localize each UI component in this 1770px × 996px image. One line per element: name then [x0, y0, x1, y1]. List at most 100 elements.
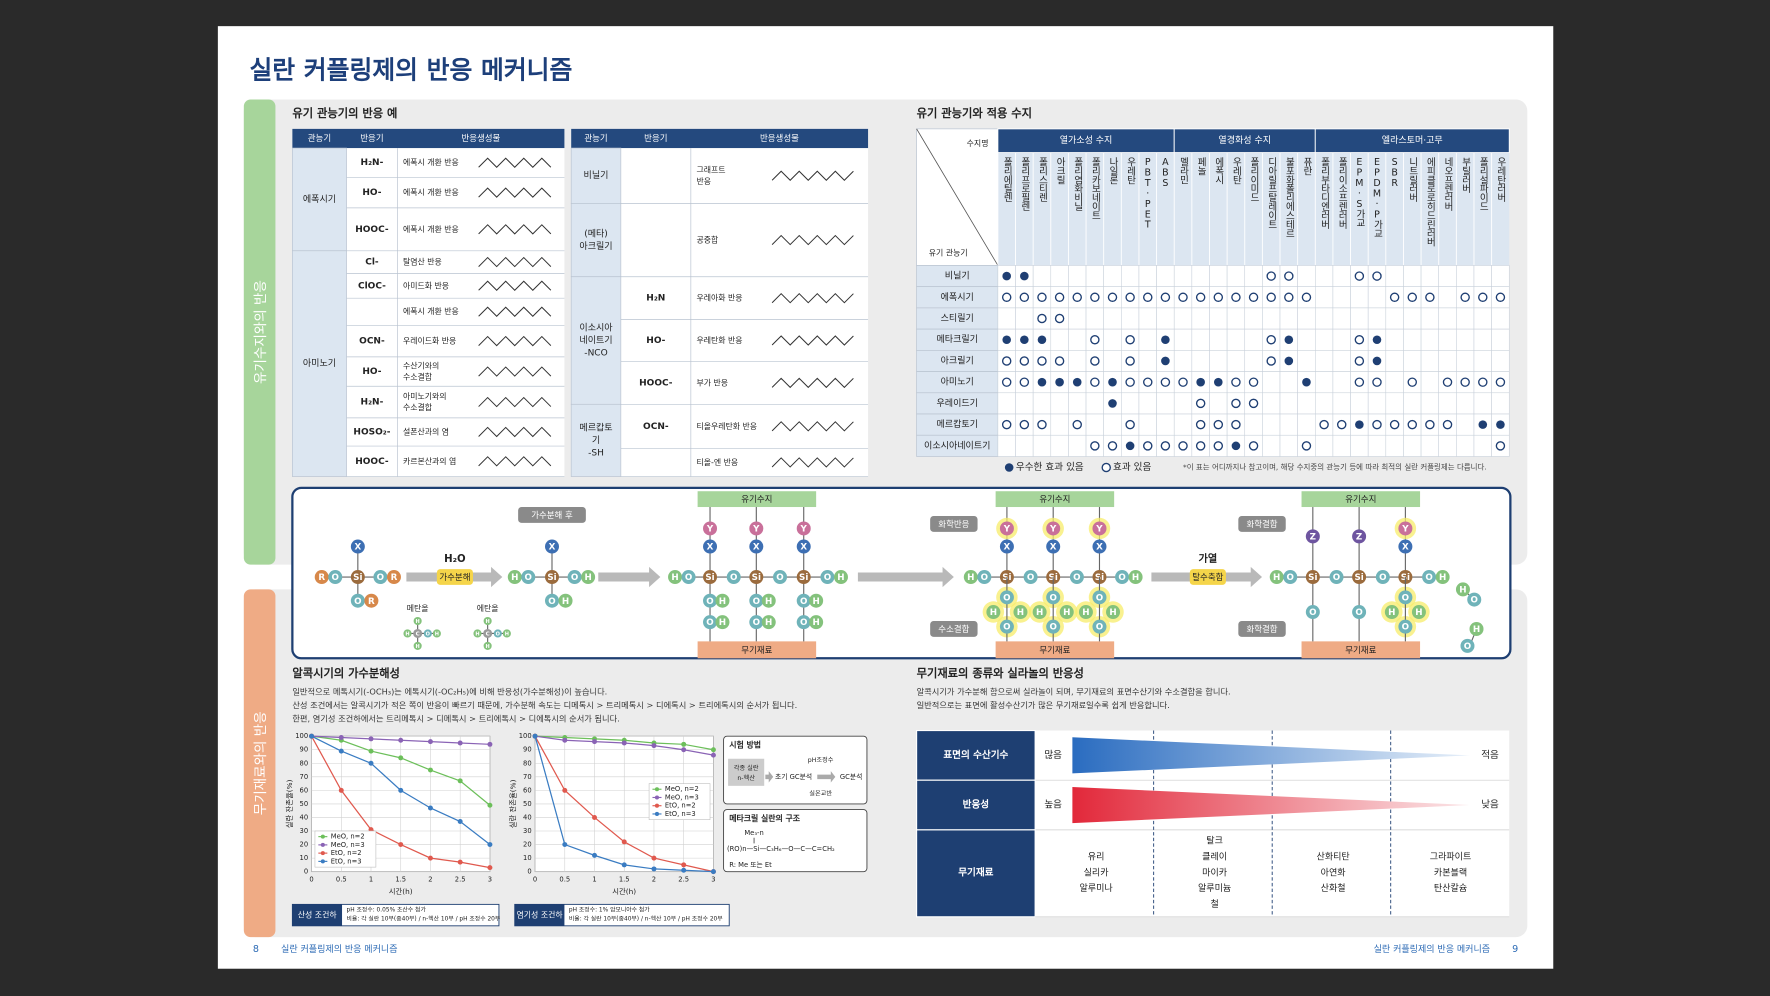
- group-name: 이소시아: [579, 323, 613, 334]
- atom-label: O: [1309, 608, 1316, 618]
- excellent-mark: [1196, 377, 1205, 387]
- reaction: 공중합: [696, 236, 718, 245]
- atom: [350, 593, 365, 608]
- matrix-cell: [1279, 392, 1298, 415]
- atom-label: X: [753, 543, 760, 553]
- reagent: H₂N: [646, 294, 665, 304]
- data-point: [487, 802, 493, 808]
- matrix-cell: [1138, 413, 1157, 436]
- atom: [809, 615, 824, 630]
- effective-mark: [1107, 292, 1118, 303]
- atom-label: X: [549, 543, 556, 553]
- matrix-cell: [1121, 392, 1140, 415]
- effective-mark: [1054, 356, 1065, 366]
- matrix-cell: [1209, 307, 1228, 330]
- tag: [436, 569, 473, 585]
- gradient-wedge: [1072, 786, 1470, 824]
- matrix-cell: [1103, 328, 1122, 351]
- matrix-cell: [1244, 413, 1263, 436]
- effective-mark: [1372, 377, 1382, 387]
- data-point: [487, 741, 493, 747]
- reaction: 우레이드화 반응: [403, 336, 456, 346]
- row-label: 아크릴기: [941, 355, 974, 366]
- atom: [668, 570, 683, 585]
- reaction: 에폭시 개환 반응: [403, 306, 459, 316]
- atom: [703, 521, 718, 536]
- effective-mark: [1019, 292, 1030, 303]
- arrow: [857, 566, 954, 588]
- atom: [796, 539, 811, 554]
- atom: [796, 615, 811, 630]
- tag-text: 화학결합: [1246, 519, 1277, 529]
- arrow: [598, 566, 661, 588]
- data-point: [621, 862, 627, 868]
- reaction: 아미드화 반응: [403, 280, 449, 290]
- matrix-cell: [1420, 434, 1439, 457]
- effective-mark: [1231, 377, 1241, 387]
- data-point: [487, 842, 493, 848]
- box-title: 메타크릴 실란의 구조: [729, 813, 801, 823]
- data-point: [651, 866, 657, 872]
- effective-mark: [1037, 313, 1047, 324]
- structure-sketch: [771, 292, 854, 304]
- atom: [483, 628, 493, 638]
- legend-label: EtO, n=2: [331, 849, 362, 857]
- atom: [715, 615, 730, 630]
- atom-label: O: [1096, 593, 1103, 603]
- atom: [502, 629, 511, 638]
- reaction: 수소결합: [403, 372, 432, 382]
- atom: [544, 539, 559, 554]
- atom-label: X: [1096, 543, 1103, 553]
- atom: [986, 605, 1001, 620]
- matrix-cell: [1420, 265, 1439, 287]
- effective-mark: [1354, 334, 1365, 345]
- matrix-cell: [1156, 413, 1175, 436]
- structure-sketch: [478, 426, 552, 438]
- data-point: [398, 787, 404, 793]
- legend-marker: [654, 787, 660, 792]
- matrix-cell: [1156, 307, 1175, 330]
- matrix-cell: [1367, 286, 1387, 309]
- atom-label: O: [1471, 596, 1478, 606]
- paragraph: 일반적으로는 표면에 활성수산기가 많은 무기재료일수록 쉽게 반응합니다.: [917, 700, 1170, 710]
- data-point: [457, 778, 463, 784]
- x-tick-label: 2.5: [455, 876, 466, 884]
- matrix-cell: [1314, 392, 1334, 415]
- material: 클레이: [1202, 851, 1227, 862]
- atom-label: Y: [800, 525, 808, 535]
- atom-label: H: [719, 618, 726, 628]
- y-tick-label: 20: [300, 841, 309, 849]
- group-name: (메타): [584, 228, 608, 239]
- excellent-mark: [1108, 399, 1117, 408]
- atom-label: O: [332, 573, 339, 583]
- resin-name: 니트릴러버: [1407, 157, 1418, 203]
- excellent-mark: [1072, 377, 1082, 387]
- atom-label: H: [812, 597, 819, 607]
- substituent: Me₃-n: [744, 829, 763, 837]
- group-name: 기: [592, 435, 600, 446]
- corner-label: 수지명: [967, 138, 989, 148]
- atom-label: O: [496, 632, 501, 638]
- step: 실온교반: [809, 790, 832, 798]
- resin-name: ABS: [1160, 157, 1171, 188]
- step: GC분석: [840, 772, 862, 781]
- effective-mark: [1195, 441, 1206, 451]
- excellent-mark: [1478, 420, 1488, 429]
- resin-name: SBR: [1389, 157, 1400, 188]
- atom: [999, 570, 1014, 585]
- atom: [1092, 539, 1107, 554]
- effective-mark: [1389, 292, 1400, 303]
- data-point: [681, 862, 687, 868]
- resin-name: PBT·PET: [1142, 157, 1153, 230]
- matrix-cell: [1068, 434, 1087, 457]
- inorganic-box: [995, 641, 1115, 659]
- matrix-cell: [1367, 392, 1387, 415]
- matrix-cell: [1332, 328, 1351, 351]
- tag-text: 화학반응: [938, 519, 969, 529]
- matrix-cell: [1456, 328, 1475, 351]
- atom-label: H: [1063, 608, 1070, 618]
- y-tick-label: 100: [519, 732, 532, 740]
- atom-label: X: [1402, 543, 1409, 553]
- resin-label: 유기수지: [1345, 494, 1376, 504]
- reaction: 아미노기와의: [403, 391, 447, 401]
